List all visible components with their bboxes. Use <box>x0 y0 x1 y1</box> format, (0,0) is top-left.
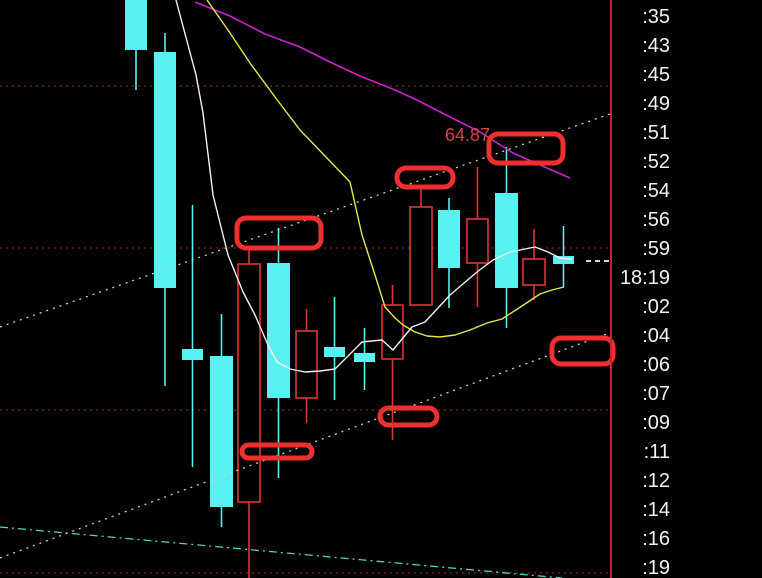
time-label: :35 <box>642 6 670 28</box>
ma-white <box>175 0 573 373</box>
time-label: :51 <box>642 122 670 144</box>
highlight-box <box>486 131 566 166</box>
candle-up <box>182 349 203 360</box>
ma-magenta <box>194 1 571 179</box>
time-label: :59 <box>642 238 670 260</box>
time-label: :07 <box>642 383 670 405</box>
candle-up <box>210 356 233 507</box>
baseline-trendline <box>0 526 563 578</box>
time-label: :04 <box>642 325 670 347</box>
time-label: :12 <box>642 470 670 492</box>
highlight-boxes <box>234 131 616 461</box>
candle-down <box>409 206 433 306</box>
time-label: :54 <box>642 180 670 202</box>
time-label: :43 <box>642 35 670 57</box>
highlight-box <box>239 442 315 461</box>
price-annotation: 64.87 <box>445 125 490 145</box>
cyan-baseline <box>0 526 563 578</box>
candle-down <box>466 218 489 264</box>
time-label: 18:19 <box>620 267 670 289</box>
highlight-box <box>377 405 440 428</box>
candle-up <box>495 193 518 288</box>
time-label: :16 <box>642 528 670 550</box>
candle-up <box>324 347 345 357</box>
candle-up <box>154 52 176 288</box>
ma-lines <box>175 0 573 373</box>
time-label: :56 <box>642 209 670 231</box>
time-label: :14 <box>642 499 670 521</box>
candle-down <box>522 258 546 286</box>
time-label: :02 <box>642 296 670 318</box>
time-label: :45 <box>642 64 670 86</box>
time-label: :19 <box>642 557 670 578</box>
time-label: :09 <box>642 412 670 434</box>
candle-up <box>553 256 574 264</box>
candle-up <box>267 263 290 398</box>
time-axis: :35 :43 :45 :49 :51 :52 :54 :56 :59 18:19 :02 :04 :0… <box>620 6 670 578</box>
candle-up <box>354 353 375 362</box>
time-label: :11 <box>644 441 670 463</box>
time-label: :49 <box>642 93 670 115</box>
time-label: :52 <box>642 151 670 173</box>
ma-yellow <box>206 0 565 338</box>
candle-down <box>237 263 261 503</box>
highlight-box <box>234 215 324 251</box>
candle-up <box>125 0 147 50</box>
time-label: :06 <box>642 354 670 376</box>
grid-lines <box>0 85 611 574</box>
highlight-box <box>549 335 616 367</box>
candles <box>125 0 574 578</box>
candle-down <box>295 330 318 399</box>
highlight-box <box>394 165 456 190</box>
candle-down <box>381 304 404 360</box>
candle-up <box>438 210 460 268</box>
